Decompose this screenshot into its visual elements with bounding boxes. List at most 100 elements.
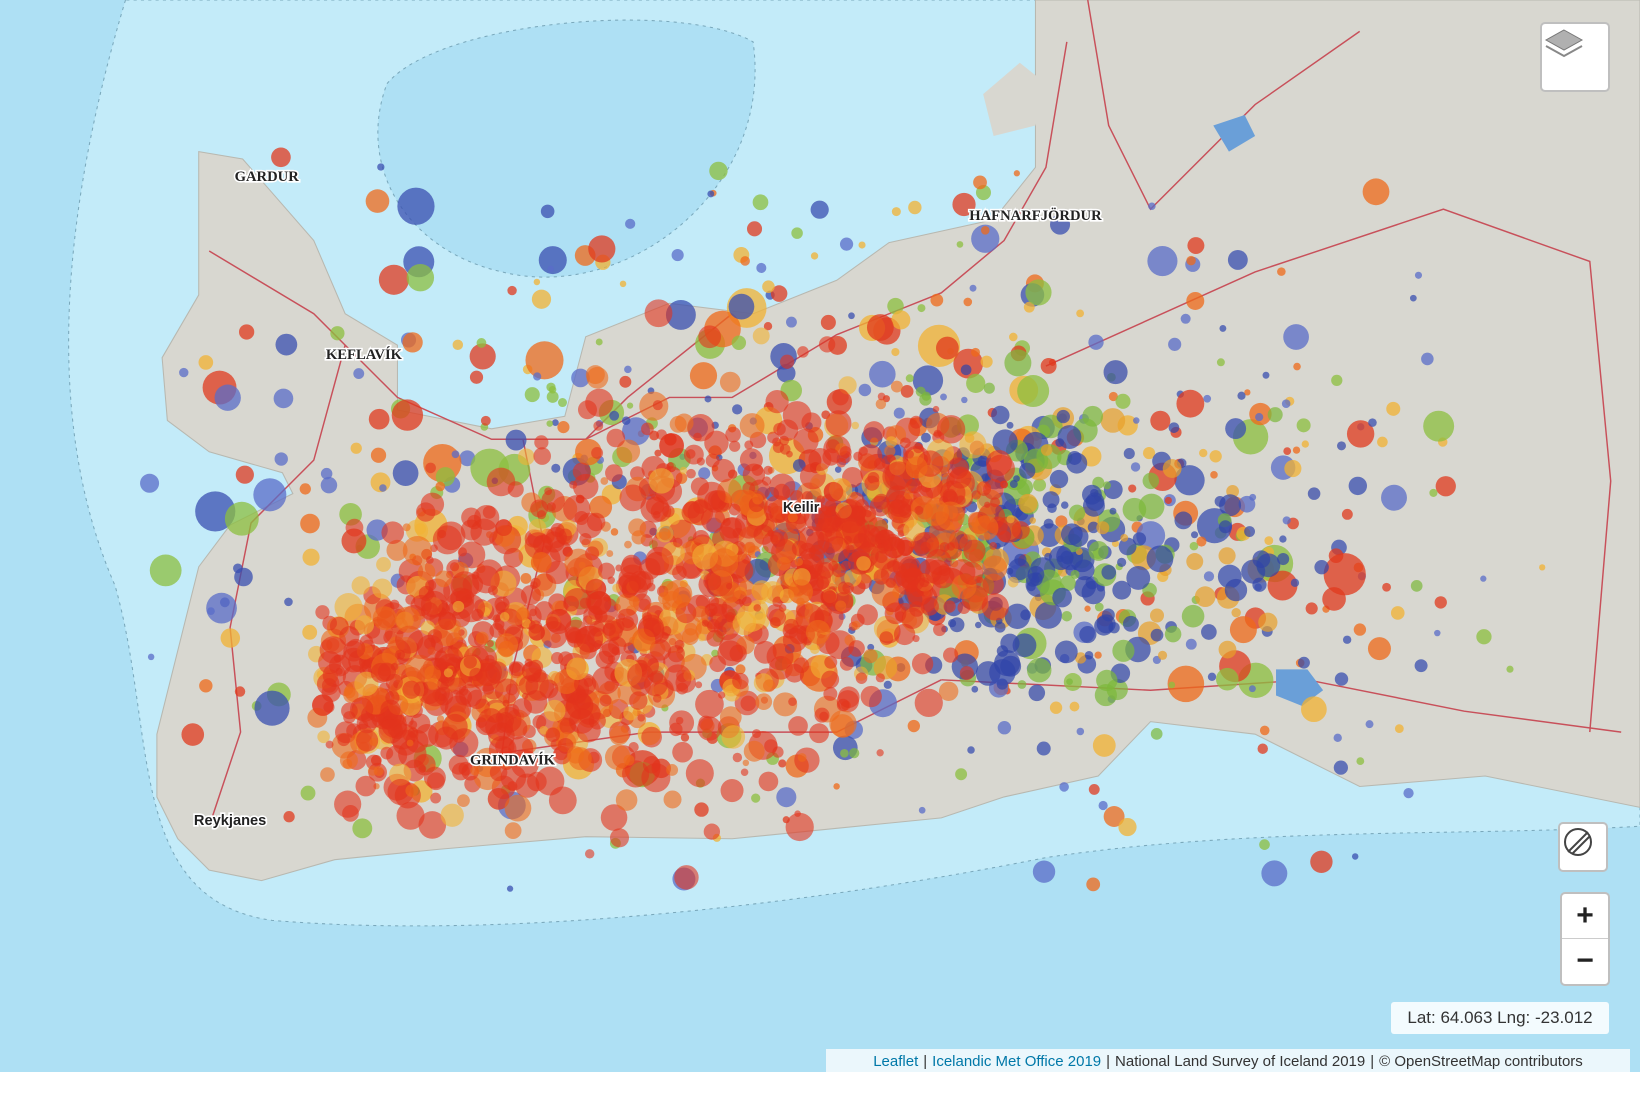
earthquake-dot [377, 163, 385, 171]
earthquake-dot [1209, 450, 1222, 463]
earthquake-dot [943, 647, 959, 663]
earthquake-dot [492, 614, 501, 623]
earthquake-dot [629, 691, 648, 710]
earthquake-dot [842, 582, 854, 594]
earthquake-dot [785, 812, 814, 842]
earthquake-dot [587, 591, 612, 616]
earthquake-dot [1259, 725, 1270, 736]
earthquake-dot [1112, 639, 1135, 662]
draw-button[interactable] [1558, 822, 1608, 872]
earthquake-dot [1028, 684, 1046, 702]
earthquake-dot [423, 766, 446, 789]
earthquake-dot [206, 592, 237, 624]
earthquake-dot [606, 428, 626, 448]
earthquake-dot [1174, 511, 1193, 530]
earthquake-dot [1122, 497, 1147, 522]
earthquake-dot [971, 347, 981, 357]
earthquake-dot [765, 389, 789, 414]
earthquake-dot [810, 200, 829, 219]
earthquake-dot [1293, 362, 1301, 371]
earthquake-dot [485, 661, 509, 684]
earthquake-dot [517, 448, 535, 466]
earthquake-dot [823, 686, 838, 701]
earthquake-dot [893, 623, 916, 646]
earthquake-dot [1227, 249, 1248, 270]
earthquake-dot [876, 749, 884, 757]
earthquake-dot [663, 790, 682, 809]
earthquake-dot [961, 396, 968, 404]
earthquake-dot [433, 657, 447, 671]
earthquake-dot [720, 779, 744, 803]
earthquake-dot [199, 679, 213, 693]
earthquake-dot [1076, 309, 1084, 318]
earthquake-dot [1115, 393, 1131, 409]
earthquake-dot [884, 445, 896, 457]
earthquake-dot [1403, 788, 1414, 799]
earthquake-dot [907, 719, 920, 733]
earthquake-dot [438, 693, 446, 702]
earthquake-dot [1112, 580, 1132, 600]
earthquake-dot [834, 466, 842, 473]
earthquake-dot [486, 640, 494, 648]
earthquake-dot [648, 468, 675, 494]
earthquake-dot [407, 727, 419, 738]
earthquake-dot [214, 384, 241, 411]
earthquake-dot [1035, 601, 1063, 629]
earthquake-dot [1342, 635, 1352, 644]
earthquake-dot [1301, 696, 1327, 723]
earthquake-dot [302, 548, 320, 566]
earthquake-dot [695, 681, 703, 689]
earthquake-dot [527, 771, 547, 792]
earthquake-dot [779, 443, 791, 455]
earthquake-dot [786, 316, 797, 328]
zoom-out[interactable]: − [1576, 944, 1594, 977]
earthquake-dot [725, 426, 741, 443]
earthquake-dot [825, 410, 852, 437]
earthquake-dot [914, 505, 924, 515]
earthquake-dot [909, 415, 923, 429]
layers-button[interactable] [1540, 22, 1610, 92]
earthquake-dot [1123, 448, 1135, 460]
earthquake-dot [701, 619, 709, 627]
earthquake-dot [921, 432, 931, 443]
earthquake-dot [579, 532, 592, 546]
earthquake-dot [755, 693, 773, 711]
earthquake-dot [1066, 452, 1088, 474]
place-label: GARDUR [235, 169, 300, 185]
earthquake-dot [315, 605, 330, 620]
earthquake-dot [563, 595, 580, 612]
earthquake-dot [938, 564, 951, 577]
earthquake-dot [682, 501, 701, 519]
earthquake-dot [980, 226, 990, 235]
earthquake-dot [585, 365, 605, 385]
earthquake-dot [457, 794, 470, 807]
earthquake-dot [963, 297, 973, 307]
earthquake-dot [354, 615, 375, 635]
earthquake-dot [976, 481, 992, 496]
earthquake-dot [622, 616, 634, 629]
earthquake-dot [352, 818, 373, 839]
earthquake-dot [1017, 375, 1050, 408]
earthquake-dot [721, 725, 746, 749]
earthquake-dot [609, 725, 629, 746]
zoom-in[interactable]: + [1562, 894, 1608, 939]
earthquake-dot [452, 600, 465, 613]
earthquake-dot [692, 530, 710, 547]
attribution-link[interactable]: Leaflet [873, 1052, 919, 1070]
earthquake-dot [494, 596, 510, 612]
earthquake-dot [1025, 279, 1052, 306]
earthquake-dot [619, 375, 632, 388]
earthquake-dot [595, 338, 603, 346]
earthquake-dot [893, 407, 905, 419]
earthquake-dot [820, 314, 836, 330]
earthquake-dot [418, 811, 447, 839]
earthquake-dot [621, 416, 631, 425]
earthquake-dot [1225, 418, 1247, 440]
earthquake-dot [1149, 608, 1165, 623]
earthquake-dot [595, 650, 614, 669]
attribution-link[interactable]: Icelandic Met Office 2019 [932, 1052, 1102, 1070]
earthquake-dot [908, 200, 922, 215]
